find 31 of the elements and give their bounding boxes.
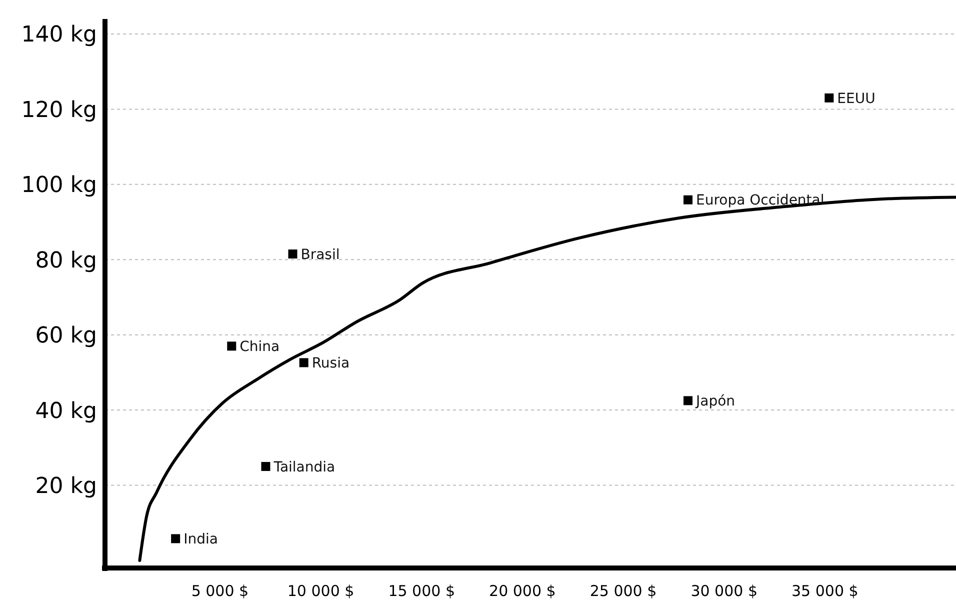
x-tick-label: 30 000 $ <box>690 582 758 600</box>
point <box>683 396 692 406</box>
x-tick-label: 35 000 $ <box>792 582 858 600</box>
x-tick-label: 20 000 $ <box>489 582 556 600</box>
annotation: China <box>240 339 280 356</box>
x-tick-label: 25 000 $ <box>590 582 657 600</box>
y-tick-label: 80 kg <box>35 248 97 274</box>
y-tick-label: 20 kg <box>35 474 97 499</box>
annotation: India <box>184 532 218 548</box>
annotation: Japón <box>694 394 736 410</box>
annotation: Europa Occidental <box>696 192 824 209</box>
line-series <box>138 196 956 562</box>
y-tick-label: 140 kg <box>21 22 97 48</box>
x-tick-label: 15 000 $ <box>388 582 456 600</box>
point <box>683 195 692 204</box>
y-tick-label: 120 kg <box>21 98 97 123</box>
annotation: Brasil <box>300 246 340 263</box>
point <box>824 93 834 102</box>
point <box>171 534 180 544</box>
point <box>227 342 236 351</box>
y-tick-label: 40 kg <box>35 398 97 424</box>
x-tick-label: 5 000 $ <box>191 582 249 600</box>
annotation: Tailandia <box>272 459 336 476</box>
point <box>299 358 308 368</box>
annotation: EEUU <box>837 90 876 107</box>
point <box>288 249 298 258</box>
y-tick-label: 60 kg <box>35 324 97 349</box>
x-tick-label: 10 000 $ <box>287 582 354 600</box>
y-tick-label: 100 kg <box>21 173 97 198</box>
point <box>261 462 270 471</box>
annotation: Rusia <box>312 356 350 372</box>
